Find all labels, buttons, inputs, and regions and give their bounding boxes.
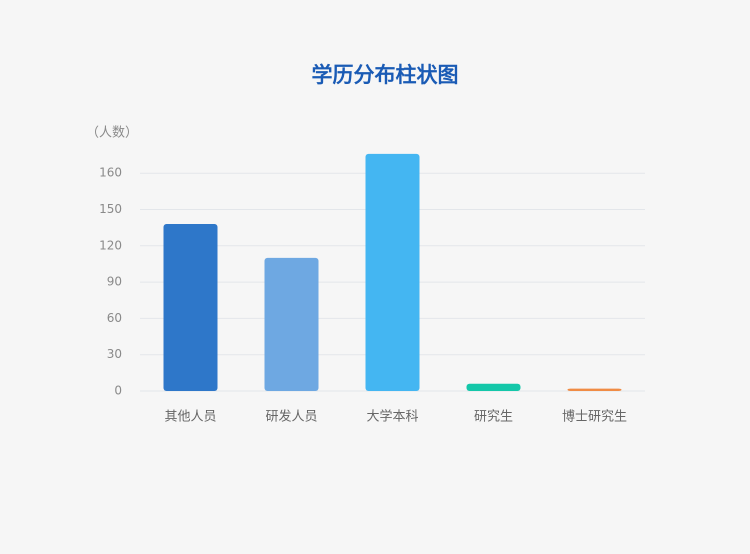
bar — [365, 153, 420, 391]
y-tick-label: 120 — [99, 238, 122, 252]
y-axis-label: （人数） — [86, 126, 138, 141]
y-tick-label: 60 — [107, 311, 122, 325]
bar — [466, 383, 521, 391]
bar — [567, 388, 622, 391]
y-tick-label: 90 — [107, 275, 122, 289]
x-tick-label: 博士研究生 — [562, 410, 627, 425]
x-tick-label: 研究生 — [474, 410, 513, 425]
bar — [163, 224, 218, 391]
y-tick-label: 160 — [99, 166, 122, 180]
y-tick-label: 150 — [99, 202, 122, 216]
y-tick-label: 30 — [107, 347, 122, 361]
x-tick-label: 大学本科 — [366, 409, 418, 425]
chart-title: 学历分布柱状图 — [312, 63, 459, 87]
x-tick-label: 其他人员 — [164, 410, 216, 425]
x-tick-label: 研发人员 — [265, 409, 317, 425]
bar — [264, 257, 319, 391]
y-tick-label: 0 — [114, 384, 122, 398]
